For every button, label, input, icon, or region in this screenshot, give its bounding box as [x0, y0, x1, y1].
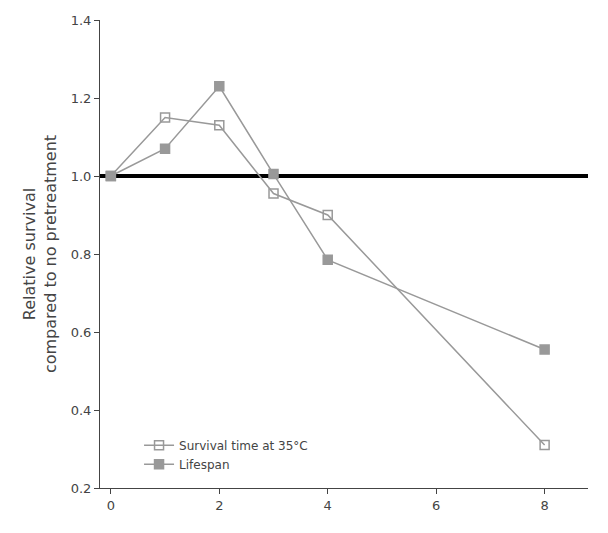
svg-text:1.0: 1.0 [71, 169, 92, 184]
svg-text:Relative survivalcompared to n: Relative survivalcompared to no pretreat… [20, 135, 60, 373]
svg-text:4: 4 [324, 498, 332, 513]
svg-text:0: 0 [107, 498, 115, 513]
svg-text:6: 6 [432, 498, 440, 513]
svg-text:Survival time at 35°C: Survival time at 35°C [179, 439, 308, 453]
svg-text:2: 2 [215, 498, 223, 513]
svg-text:Lifespan: Lifespan [179, 458, 229, 472]
svg-text:0.6: 0.6 [71, 325, 92, 340]
svg-text:1.4: 1.4 [71, 13, 92, 28]
svg-text:0.2: 0.2 [71, 481, 92, 496]
svg-text:8: 8 [540, 498, 548, 513]
svg-text:0.8: 0.8 [71, 247, 92, 262]
svg-text:0.4: 0.4 [71, 403, 92, 418]
svg-text:1.2: 1.2 [71, 91, 92, 106]
